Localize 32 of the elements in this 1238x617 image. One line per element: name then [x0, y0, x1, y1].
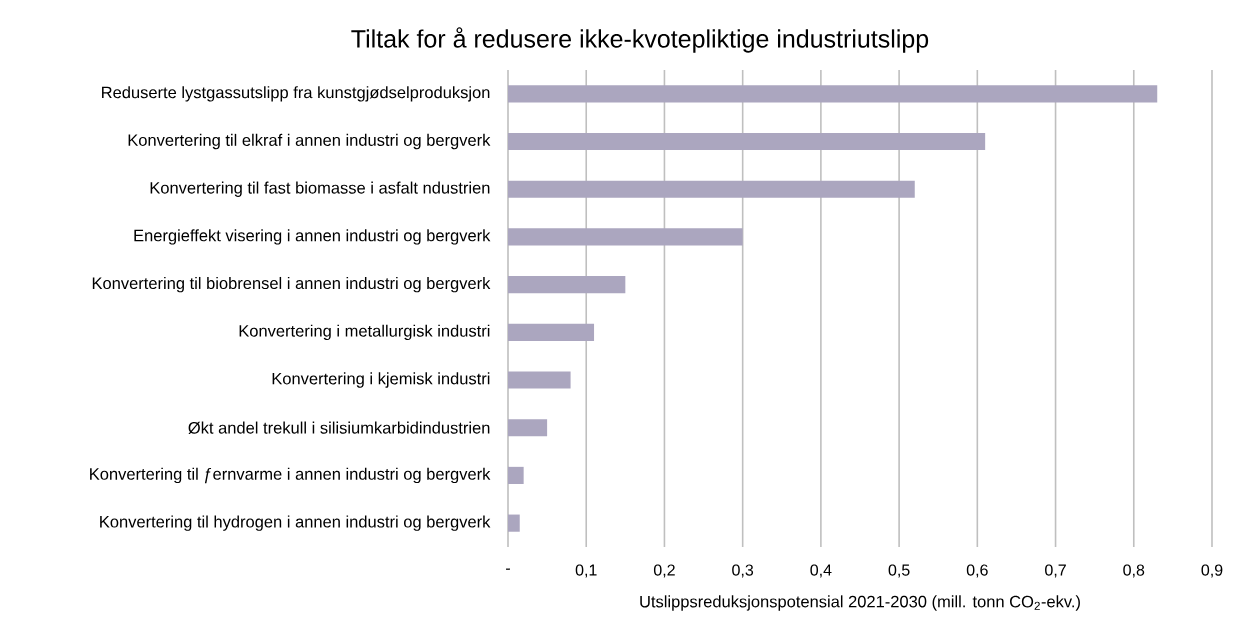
bar	[508, 85, 1158, 103]
x-tick-label: 0,7	[1045, 564, 1066, 578]
x-tick-label: 0,8	[1123, 564, 1145, 578]
bar	[508, 180, 915, 198]
y-tick-label: Konvertering til hydrogen i annen industri og bergverk	[100, 515, 491, 531]
chart-title: Tiltak for å redusere ikke-kvotepliktige industriutslipp	[351, 27, 929, 53]
bar	[508, 323, 595, 341]
x-axis-title: Utslippsreduksjonspotensial 2021-2030 (mill. tonn CO$_{2}$-ekv.)	[640, 595, 1080, 611]
bar	[508, 276, 626, 294]
x-tick-label: 0,3	[732, 564, 754, 578]
y-tick-label: Konvertering til fast biomasse i asfalt ndustrien	[150, 181, 490, 197]
x-tick-label: 0,1	[575, 564, 597, 578]
y-tick-label: Konvertering i metallurgisk industri	[239, 324, 490, 341]
bar	[508, 228, 743, 246]
bar	[508, 132, 986, 151]
x-tick-label: 0,6	[966, 564, 988, 578]
y-tick-label: Energieffekt visering i annen industri og bergverk	[134, 229, 491, 245]
x-tick-label: 0,9	[1201, 564, 1223, 578]
bar	[508, 514, 520, 532]
bar	[508, 419, 548, 437]
bar	[508, 466, 524, 485]
x-tick-label: 0,2	[653, 564, 675, 578]
x-tick-label: 0,4	[810, 564, 832, 578]
y-tick-label: Konvertering til elkraf i annen industri og bergverk	[128, 133, 491, 150]
y-tick-label: Konvertering i kjemisk industri	[272, 372, 490, 388]
y-tick-label: Økt andel trekull i silisiumkarbidindustrien	[188, 421, 490, 434]
y-tick-label: Konvertering til ƒernvarme i annen industri og bergverk	[90, 467, 491, 484]
y-tick-label: Reduserte lystgassutslipp fra kunstgjødselproduksjon	[102, 86, 490, 102]
x-tick-label: 0,5	[888, 564, 910, 578]
bar	[508, 371, 571, 389]
y-tick-label: Konvertering til biobrensel i annen industri og bergverk	[92, 276, 491, 293]
x-tick-label: -	[506, 568, 510, 570]
